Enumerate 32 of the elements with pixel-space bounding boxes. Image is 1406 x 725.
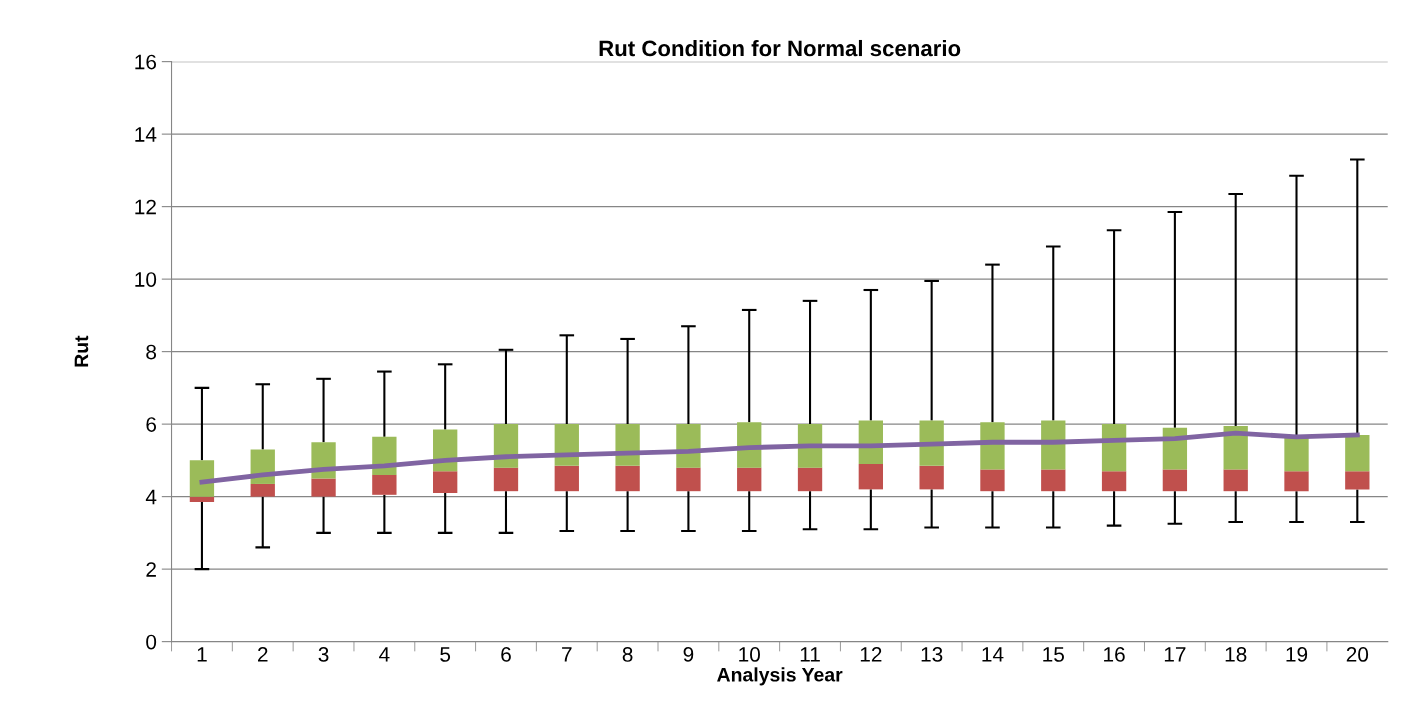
x-tick-label: 18: [1225, 647, 1247, 662]
y-tick-label: 4: [145, 489, 157, 505]
x-tick-label: 3: [318, 647, 329, 662]
y-tick-label: 2: [146, 562, 156, 577]
x-tick-label: 15: [1043, 647, 1064, 662]
x-tick-label: 5: [440, 647, 451, 662]
x-tick-label: 14: [982, 647, 1004, 662]
x-tick-label: 19: [1286, 647, 1308, 662]
x-tick-label: 6: [501, 647, 511, 662]
x-tick-label: 2: [258, 647, 268, 662]
y-tick-label: 16: [135, 54, 157, 70]
x-tick-label: 12: [860, 647, 882, 662]
y-tick-label: 6: [146, 417, 157, 432]
x-axis-title: Analysis Year: [717, 667, 843, 686]
x-tick-label: 1: [197, 647, 207, 662]
y-tick-label: 12: [135, 199, 156, 215]
x-tick-label: 20: [1346, 647, 1369, 662]
x-tick-label: 17: [1164, 647, 1186, 662]
x-tick-label: 9: [683, 647, 694, 662]
y-axis-title: Rut: [74, 335, 89, 367]
x-tick-label: 11: [800, 647, 820, 662]
y-tick-label: 14: [135, 127, 157, 142]
x-tick-label: 10: [739, 647, 760, 662]
y-tick-label: 8: [146, 344, 157, 360]
y-tick-label: 0: [146, 634, 157, 650]
x-tick-label: 7: [562, 647, 572, 662]
x-tick-label: 16: [1104, 647, 1125, 662]
x-tick-label: 13: [921, 647, 943, 662]
x-tick-label: 8: [622, 647, 633, 662]
chart-title: Rut Condition for Normal scenario: [599, 39, 961, 57]
x-tick-label: 4: [379, 647, 390, 662]
y-tick-label: 10: [135, 272, 157, 287]
